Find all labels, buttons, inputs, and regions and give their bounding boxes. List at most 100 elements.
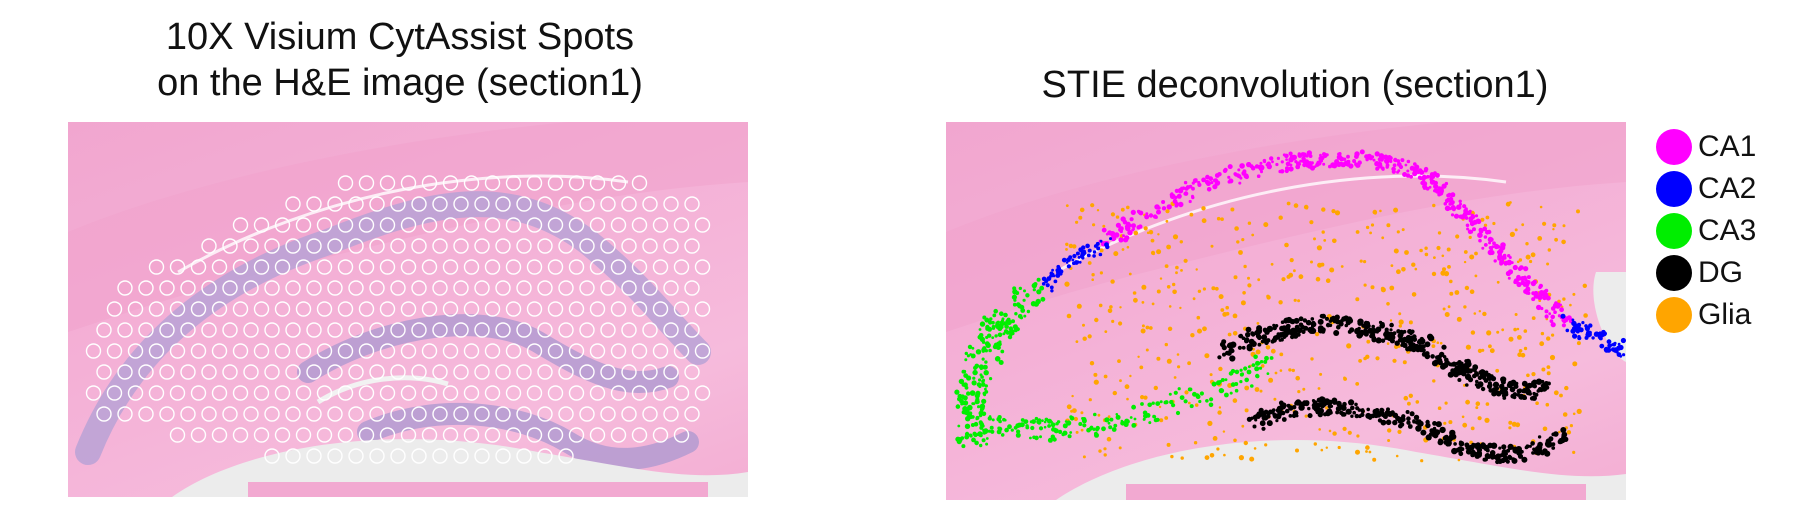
- visium-spot: [432, 448, 448, 464]
- visium-spot: [274, 301, 291, 317]
- cell-point: [989, 377, 993, 381]
- visium-spot: [274, 427, 291, 443]
- visium-spot: [463, 343, 480, 359]
- cell-point: [1482, 226, 1488, 232]
- visium-spot: [169, 343, 186, 359]
- cell-point: [1072, 261, 1076, 265]
- cell-point: [1087, 248, 1092, 253]
- cell-point: [1448, 207, 1452, 211]
- cell-point: [1537, 444, 1543, 450]
- cell-point: [1265, 338, 1271, 343]
- visium-spot: [400, 217, 417, 233]
- cell-point: [1372, 457, 1377, 462]
- cell-point: [1559, 393, 1563, 398]
- cell-point: [1513, 448, 1519, 454]
- cell-point: [979, 321, 986, 327]
- cell-point: [1275, 334, 1281, 340]
- cell-point: [1118, 446, 1122, 450]
- cell-point: [1505, 201, 1511, 207]
- visium-spot: [694, 217, 711, 233]
- cell-point: [1451, 200, 1455, 204]
- cell-point: [1466, 210, 1472, 216]
- cell-point: [1106, 436, 1112, 442]
- visium-spot: [232, 343, 249, 359]
- cell-point: [1519, 265, 1524, 270]
- cell-point: [1422, 186, 1427, 190]
- cell-point: [1417, 420, 1424, 427]
- cell-point: [1136, 225, 1141, 230]
- cell-point: [1259, 389, 1263, 393]
- cell-point: [1195, 268, 1198, 271]
- cell-point: [1212, 436, 1218, 441]
- cell-point: [1426, 174, 1430, 179]
- cell-point: [1547, 248, 1551, 252]
- cell-point: [1417, 175, 1422, 180]
- cell-point: [1289, 163, 1293, 167]
- cell-point: [1482, 311, 1487, 317]
- visium-spot: [85, 385, 102, 401]
- cell-point: [1454, 290, 1460, 295]
- cell-point: [1278, 300, 1283, 305]
- cell-point: [984, 360, 988, 364]
- visium-spot: [421, 385, 438, 401]
- legend-item-ca2: CA2: [1656, 168, 1806, 210]
- cell-point: [1416, 170, 1420, 174]
- cell-point: [1238, 250, 1243, 255]
- cell-point: [1052, 274, 1056, 278]
- cell-point: [1261, 426, 1266, 431]
- visium-spot: [96, 364, 112, 380]
- visium-spot: [211, 385, 228, 401]
- cell-point: [1355, 449, 1360, 455]
- visium-spot: [148, 385, 165, 401]
- cell-point: [1043, 425, 1047, 429]
- cell-point: [1075, 340, 1079, 343]
- cell-point: [991, 418, 995, 422]
- cell-point: [1474, 274, 1478, 278]
- cell-point: [1474, 251, 1478, 256]
- cell-point: [1348, 399, 1355, 406]
- cell-point: [1011, 294, 1017, 300]
- cell-point: [1288, 272, 1294, 278]
- visium-spot: [442, 301, 459, 317]
- visium-spot: [558, 280, 574, 296]
- cell-point: [1540, 384, 1544, 388]
- cell-point: [1225, 305, 1229, 310]
- cell-point: [1523, 396, 1527, 400]
- cell-point: [1523, 346, 1528, 351]
- cell-point: [1450, 433, 1457, 440]
- cell-point: [1276, 156, 1280, 160]
- cell-point: [1307, 406, 1311, 411]
- cell-point: [1177, 365, 1181, 369]
- cell-point: [1334, 210, 1341, 216]
- cell-point: [1279, 369, 1283, 372]
- cell-point: [975, 349, 982, 355]
- cell-point: [1266, 372, 1270, 375]
- cell-point: [1099, 271, 1103, 275]
- cell-point: [1098, 303, 1103, 308]
- cell-point: [1063, 430, 1066, 434]
- cell-point: [1288, 151, 1293, 156]
- cell-point: [1393, 207, 1399, 213]
- cell-point: [1225, 311, 1230, 316]
- cell-point: [964, 423, 971, 429]
- visium-spot: [558, 322, 574, 338]
- visium-spot: [463, 301, 480, 317]
- cell-point: [1245, 326, 1252, 333]
- cell-point: [1419, 248, 1423, 253]
- cell-point: [1217, 410, 1222, 415]
- visium-spot: [379, 217, 396, 233]
- visium-spot: [180, 406, 196, 422]
- cell-point: [1224, 378, 1228, 382]
- cell-point: [1114, 232, 1120, 238]
- cell-point: [1204, 353, 1210, 359]
- cell-point: [971, 346, 975, 350]
- cell-point: [1494, 386, 1500, 391]
- cell-point: [1188, 199, 1192, 204]
- visium-spot: [421, 217, 438, 233]
- cell-point: [1015, 423, 1021, 429]
- cell-point: [989, 317, 993, 321]
- cell-point: [1329, 267, 1335, 273]
- visium-spot: [390, 406, 406, 422]
- visium-spot: [243, 364, 259, 380]
- visium-spot: [264, 406, 280, 422]
